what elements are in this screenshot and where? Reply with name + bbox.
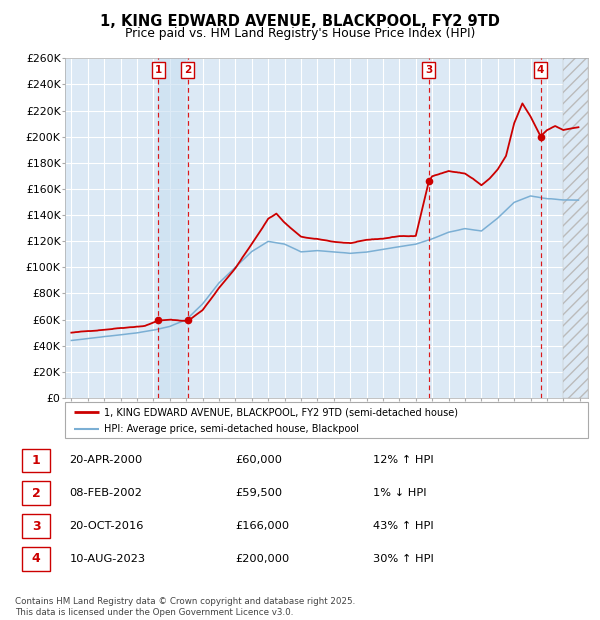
Text: £200,000: £200,000 [236,554,290,564]
Text: £60,000: £60,000 [236,455,283,466]
Text: 3: 3 [425,65,433,75]
Text: 4: 4 [537,65,544,75]
Text: 10-AUG-2023: 10-AUG-2023 [70,554,146,564]
Text: 30% ↑ HPI: 30% ↑ HPI [373,554,434,564]
Text: HPI: Average price, semi-detached house, Blackpool: HPI: Average price, semi-detached house,… [104,423,359,433]
Text: 2: 2 [184,65,191,75]
Text: Contains HM Land Registry data © Crown copyright and database right 2025.
This d: Contains HM Land Registry data © Crown c… [15,598,355,617]
FancyBboxPatch shape [22,547,50,571]
Text: 1, KING EDWARD AVENUE, BLACKPOOL, FY2 9TD: 1, KING EDWARD AVENUE, BLACKPOOL, FY2 9T… [100,14,500,29]
Text: 1% ↓ HPI: 1% ↓ HPI [373,488,427,498]
Text: 1: 1 [32,454,41,467]
Text: 12% ↑ HPI: 12% ↑ HPI [373,455,434,466]
Text: 20-OCT-2016: 20-OCT-2016 [70,521,144,531]
Text: 20-APR-2000: 20-APR-2000 [70,455,143,466]
Text: 1: 1 [155,65,162,75]
Bar [158,58,188,398]
Text: 3: 3 [32,520,41,533]
Text: 4: 4 [32,552,41,565]
FancyBboxPatch shape [22,448,50,472]
FancyBboxPatch shape [22,514,50,538]
Text: 08-FEB-2002: 08-FEB-2002 [70,488,142,498]
Text: 2: 2 [32,487,41,500]
Text: £166,000: £166,000 [236,521,290,531]
Text: £59,500: £59,500 [236,488,283,498]
FancyBboxPatch shape [22,481,50,505]
Text: 43% ↑ HPI: 43% ↑ HPI [373,521,434,531]
Text: Price paid vs. HM Land Registry's House Price Index (HPI): Price paid vs. HM Land Registry's House … [125,27,475,40]
Text: 1, KING EDWARD AVENUE, BLACKPOOL, FY2 9TD (semi-detached house): 1, KING EDWARD AVENUE, BLACKPOOL, FY2 9T… [104,407,458,417]
